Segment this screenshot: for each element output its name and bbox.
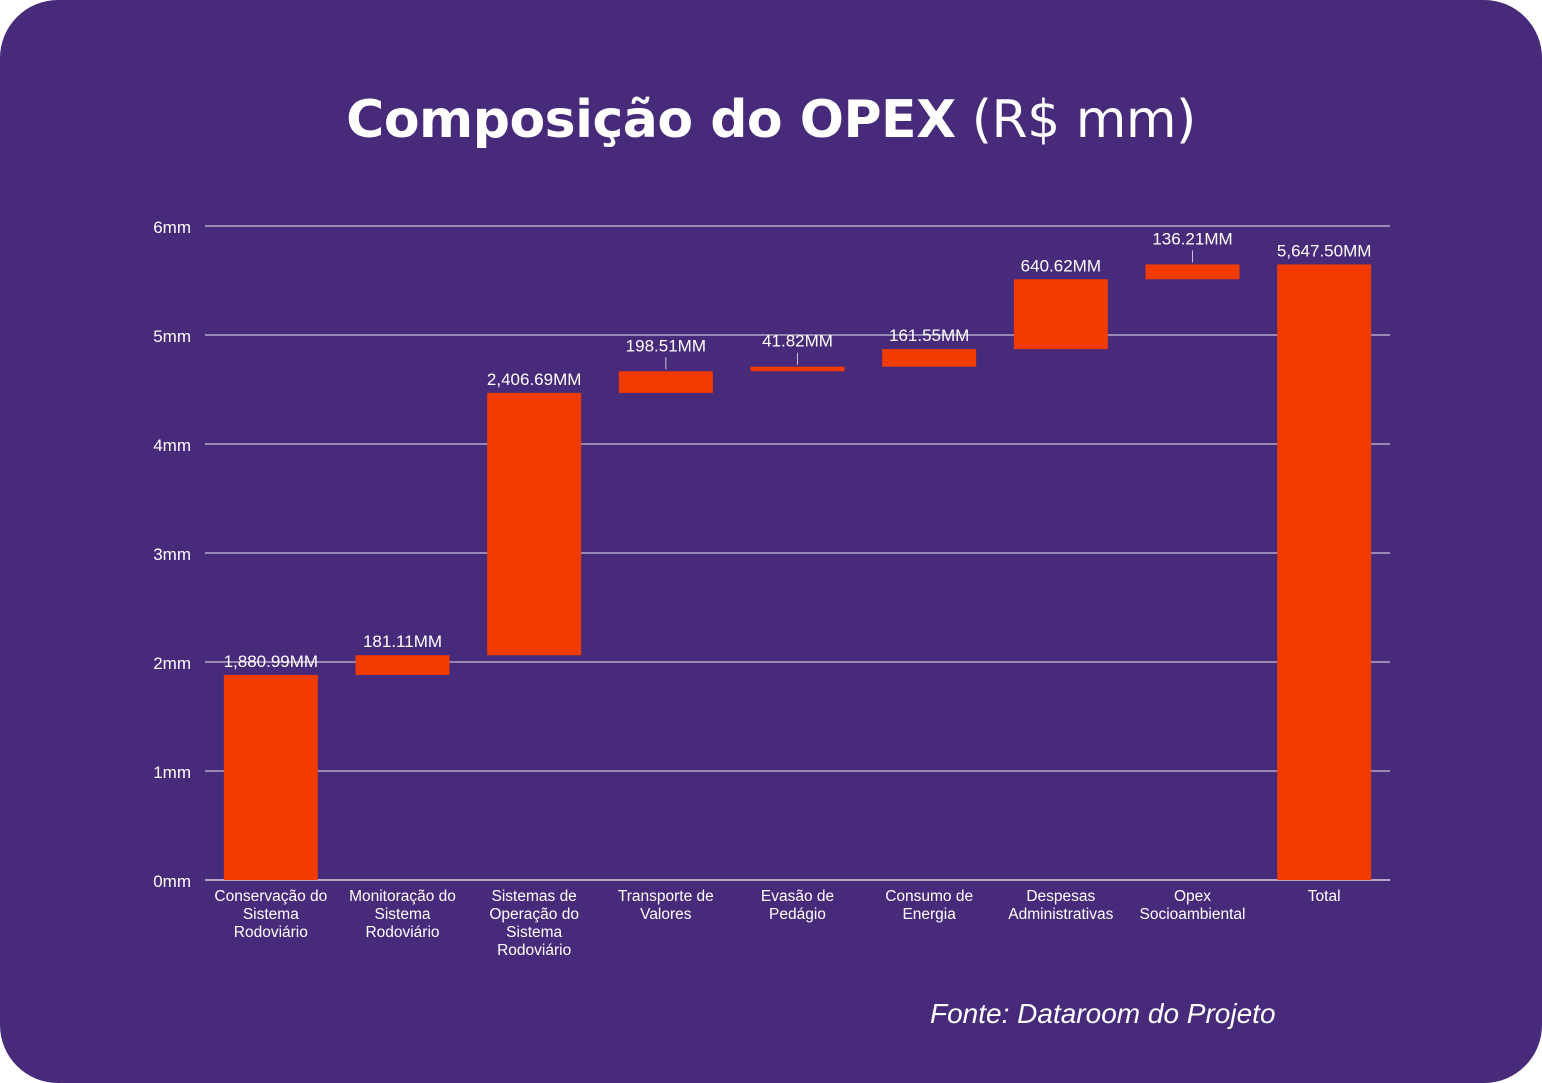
source-note: Fonte: Dataroom do Projeto [930,998,1276,1029]
x-tick-label-line: Despesas [1026,888,1095,905]
chart-title-main: Composição do OPEX [346,90,956,150]
x-tick-label: Despesas Administrativas [1008,888,1113,923]
x-tick-label-line: Total [1308,888,1341,905]
waterfall-bar [618,371,713,393]
x-tick-label-line: Socioambiental [1140,906,1246,923]
x-tick-label-line: Consumo de [885,888,973,905]
x-tick-label-line: Conservação do [214,888,327,905]
waterfall-bar [1013,279,1108,350]
data-label: 1,880.99MM [224,652,319,671]
x-tick-label: Total [1308,888,1341,905]
waterfall-bar [1277,264,1372,880]
data-label: 640.62MM [1021,256,1101,275]
x-tick-label-line: Opex [1174,888,1211,905]
x-tick-label: Monitoração do Sistema Rodoviário [349,888,456,941]
x-tick-label-line: Administrativas [1008,906,1113,923]
x-tick-label-line: Pedágio [769,906,826,923]
x-tick-label-line: Operação do [489,906,579,923]
waterfall-bar [882,349,977,367]
y-tick-label: 5mm [153,327,191,346]
chart-title: Composição do OPEX (R$ mm) [0,80,1542,160]
x-tick-label-line: Transporte de [618,888,714,905]
x-tick-label-line: Energia [902,906,956,923]
y-tick-label: 1mm [153,763,191,782]
x-tick-label-line: Rodoviário [365,924,439,941]
x-tick-label-line: Monitoração do [349,888,456,905]
data-label: 198.51MM [626,336,706,355]
chart-title-unit: (R$ mm) [971,90,1197,150]
y-tick-label: 0mm [153,872,191,891]
x-tick-label-line: Sistema [243,906,299,923]
y-tick-label: 3mm [153,545,191,564]
x-tick-label: Conservação do Sistema Rodoviário [214,888,327,941]
x-tick-label: Consumo de Energia [885,888,973,923]
x-tick-label-line: Sistema [506,924,562,941]
waterfall-bar [1145,264,1240,280]
data-label: 41.82MM [762,332,833,351]
x-tick-label-line: Rodoviário [497,942,571,959]
x-tick-label-line: Sistemas de [492,888,577,905]
waterfall-bar [750,366,845,372]
y-tick-label: 6mm [153,218,191,237]
data-label: 181.11MM [363,632,442,651]
x-tick-label-line: Rodoviário [234,924,308,941]
x-tick-label-line: Sistema [375,906,431,923]
waterfall-bar [487,392,582,656]
x-tick-label: Transporte de Valores [618,888,714,923]
y-tick-label: 4mm [153,436,191,455]
x-tick-label: Evasão de Pedágio [761,888,834,923]
data-label: 2,406.69MM [487,370,582,389]
x-tick-label: Sistemas de Operação do Sistema Rodoviário [489,888,579,959]
data-label: 5,647.50MM [1277,241,1372,260]
waterfall-bar [355,655,450,675]
data-label: 136.21MM [1152,229,1232,248]
x-tick-label-line: Valores [640,906,692,923]
x-tick-label-line: Evasão de [761,888,834,905]
y-tick-label: 2mm [153,654,191,673]
data-label: 161.55MM [889,326,969,345]
x-tick-label: Opex Socioambiental [1140,888,1246,923]
waterfall-bar [223,674,318,880]
